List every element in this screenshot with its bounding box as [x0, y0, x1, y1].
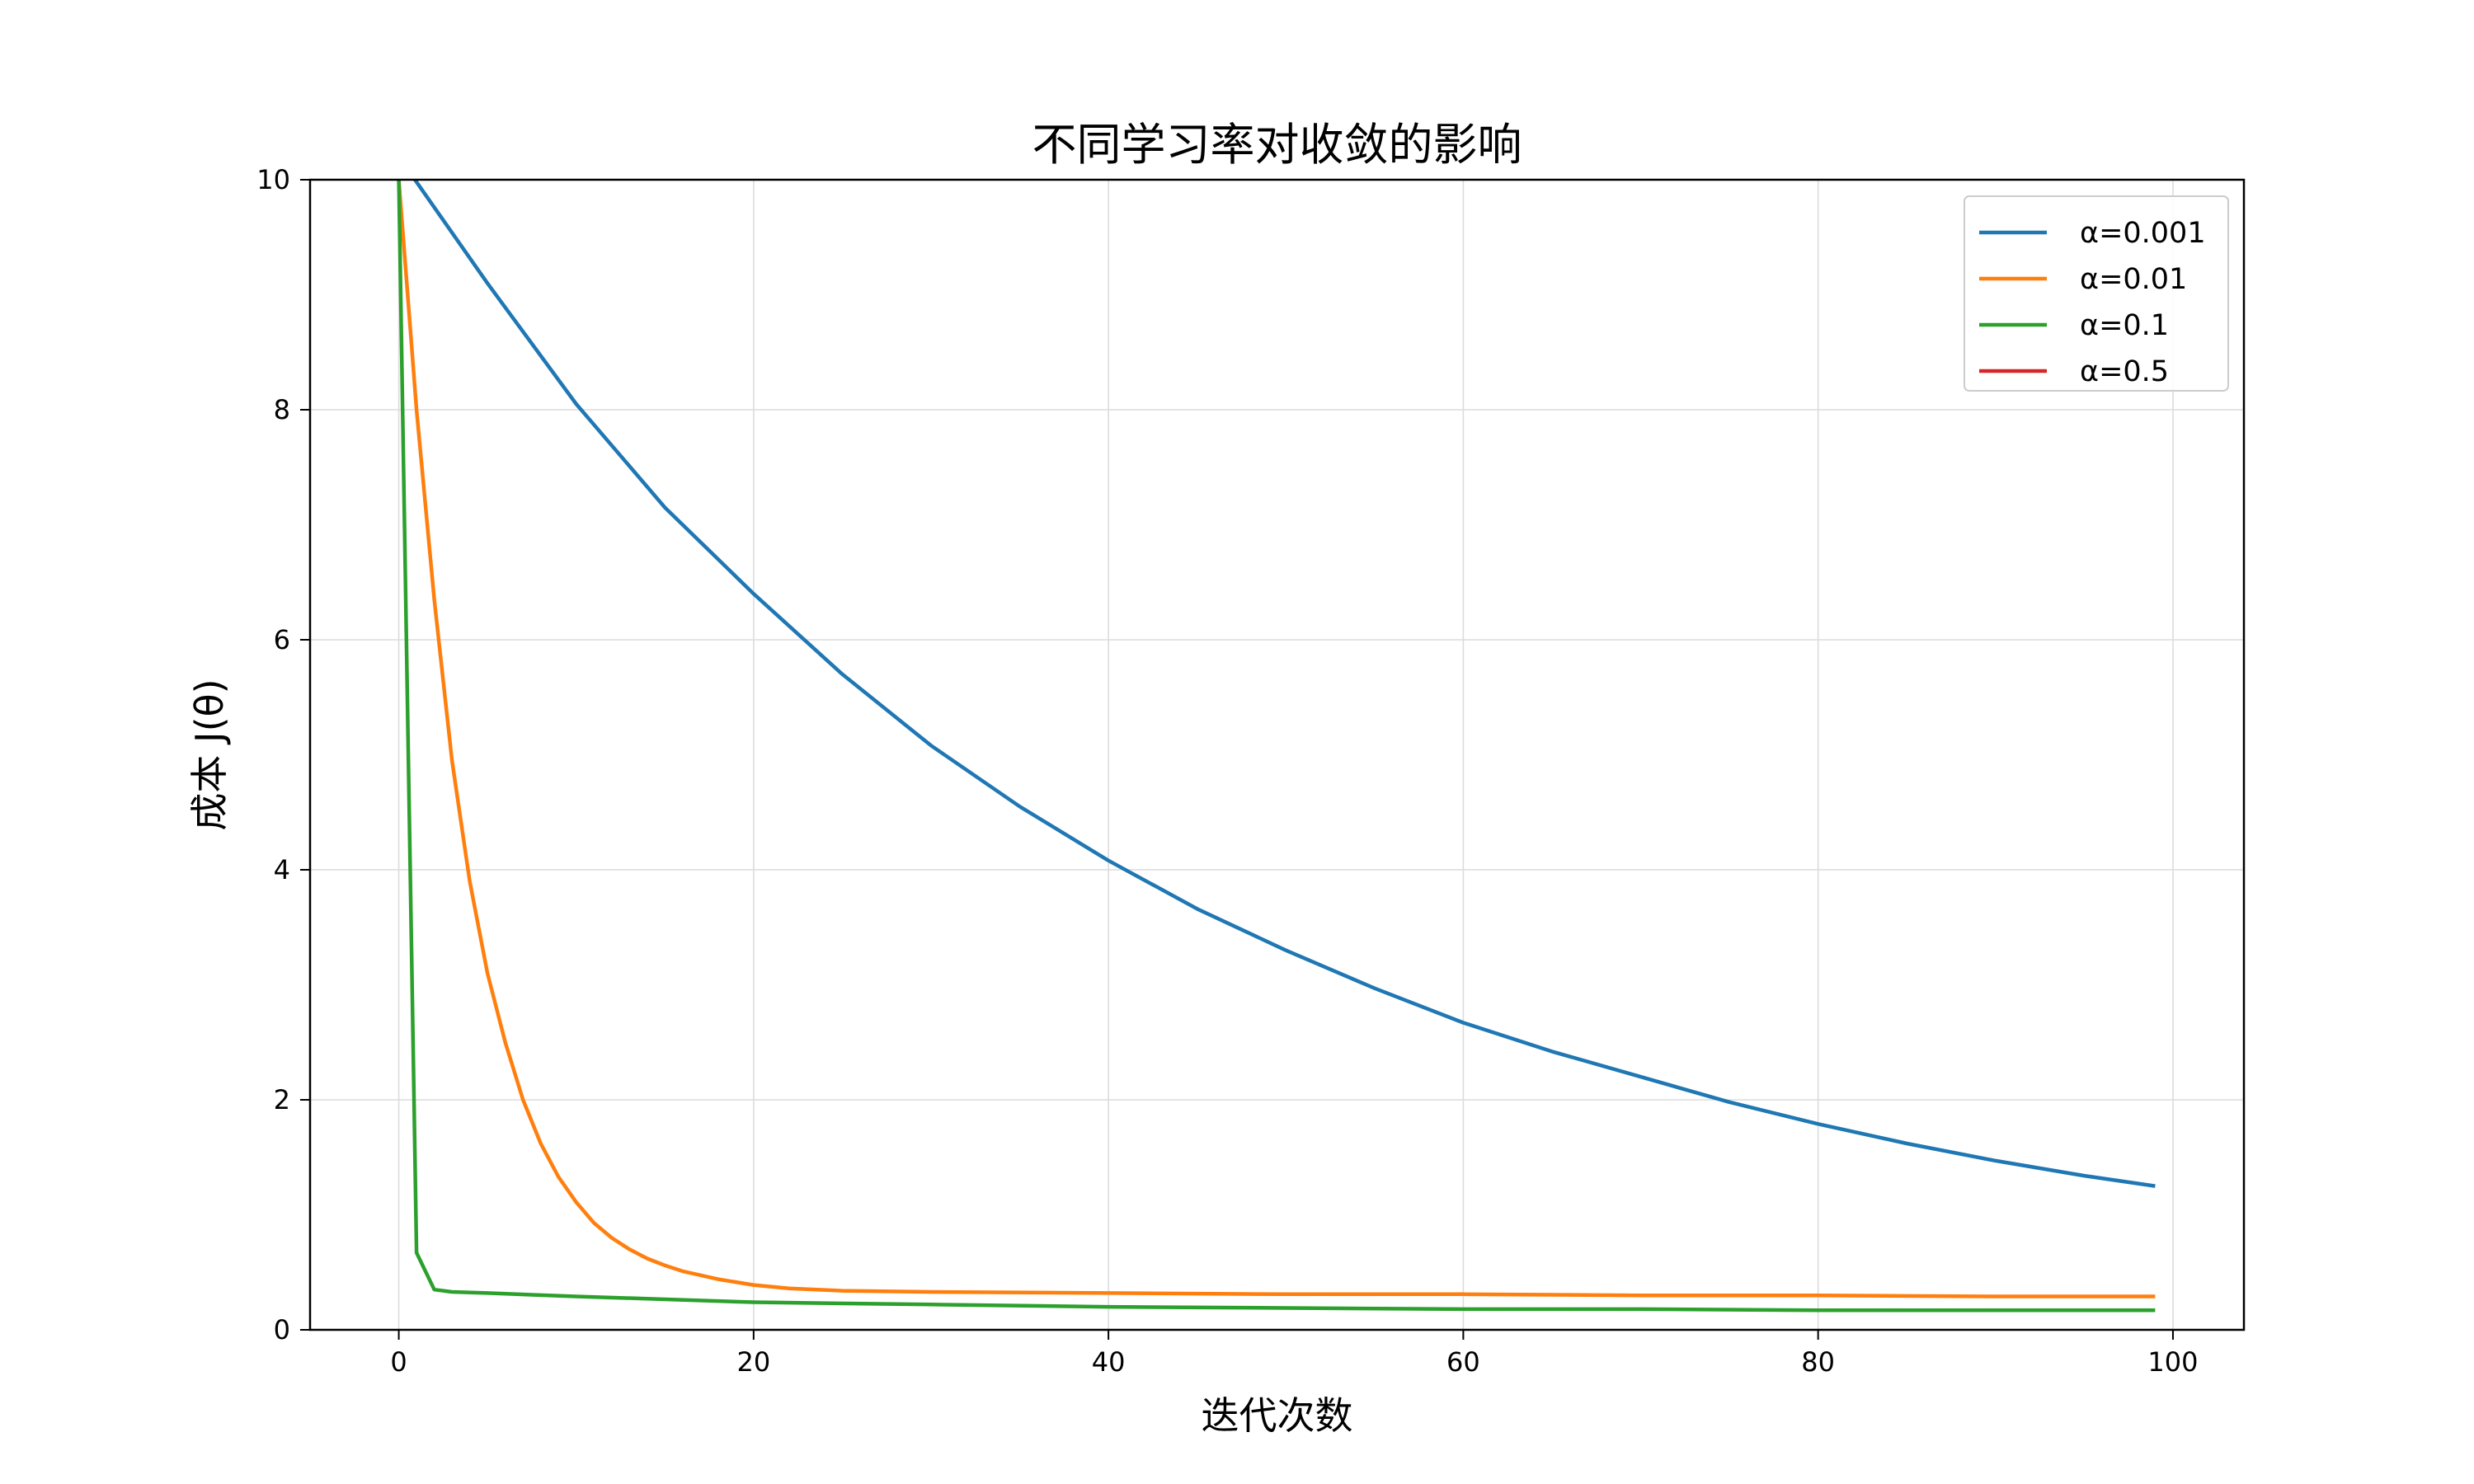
y-tick-label: 8 [274, 394, 290, 425]
legend-label-0: α=0.001 [2080, 217, 2206, 250]
y-axis-title: 成本 J(θ) [187, 679, 232, 830]
series-line-1 [397, 180, 2156, 1298]
series-lines [397, 180, 2156, 1313]
x-tick-label: 0 [390, 1346, 407, 1378]
y-tick-label: 4 [274, 854, 290, 885]
x-tick-label: 60 [1446, 1346, 1480, 1378]
series-line-2 [397, 180, 2156, 1313]
x-tick-label: 20 [736, 1346, 770, 1378]
x-axis: 0 20 40 60 80 100 [390, 1330, 2198, 1378]
legend: α=0.001 α=0.01 α=0.1 α=0.5 [1964, 195, 2229, 392]
x-tick-label: 80 [1801, 1346, 1835, 1378]
legend-label-1: α=0.01 [2080, 263, 2187, 296]
legend-label-2: α=0.1 [2080, 309, 2169, 342]
x-axis-title: 迭代次数 [1202, 1393, 1353, 1438]
legend-box [1964, 195, 2229, 392]
y-tick-label: 6 [274, 624, 290, 655]
series-line-0 [412, 180, 2156, 1188]
plot-frame [308, 178, 2246, 1331]
y-tick-label: 0 [274, 1314, 290, 1345]
x-tick-label: 100 [2147, 1346, 2198, 1378]
y-axis: 0 2 4 6 8 10 [256, 164, 310, 1345]
legend-label-3: α=0.5 [2080, 355, 2169, 388]
x-tick-label: 40 [1092, 1346, 1126, 1378]
y-tick-label: 10 [256, 164, 290, 195]
y-tick-label: 2 [274, 1084, 290, 1115]
chart-title: 不同学习率对收敛的影响 [1032, 119, 1522, 171]
